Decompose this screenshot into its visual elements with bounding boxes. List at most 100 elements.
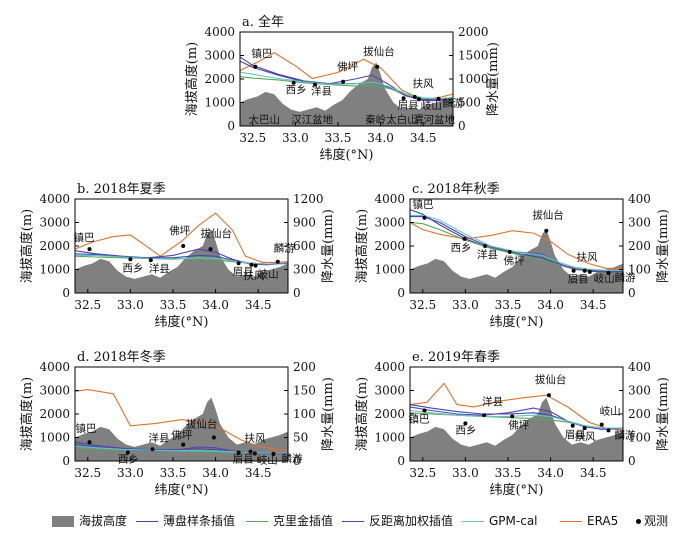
panel-4-ytick-left-label-3: 3000 <box>39 384 70 398</box>
panel-5-observation-3-label: 佛坪 <box>508 418 529 431</box>
panel-5-observation-2-dot <box>482 413 487 418</box>
panel-5-observation-1-label: 西乡 <box>455 424 476 436</box>
panel-4-ytick-right-label-4: 200 <box>293 360 316 374</box>
panel-4-xtick-label-0: 32.5 <box>74 466 101 480</box>
panel-1-observation-4-label: 拔仙台 <box>363 45 395 58</box>
panel-1-xtick-label-2: 33.5 <box>325 131 352 145</box>
panel-1-observation-2-dot <box>313 82 317 87</box>
panel-5-ytick-right-label-1: 100 <box>628 431 651 445</box>
panel-4-observation-3-label: 佛坪 <box>171 429 192 442</box>
legend-elevation: 海拔高度 <box>52 510 127 532</box>
panel-1-ytick-right-label-2: 1000 <box>458 72 489 86</box>
panel-2-observation-5-dot <box>236 261 241 266</box>
legend-idw-swatch <box>342 521 364 522</box>
legend-kriging-label: 克里金插值 <box>273 514 334 528</box>
panel-3-elevation-area <box>410 229 623 293</box>
panel-1-title: a. 全年 <box>242 14 284 30</box>
panel-3-observation-5-dot <box>571 268 576 273</box>
panel-4-xtick-label-4: 34.5 <box>245 466 272 480</box>
panel-4-series-0-line <box>74 389 289 452</box>
panel-1-series-3-line <box>239 60 454 102</box>
panel-5-title: e. 2019年春季 <box>412 350 500 365</box>
panel-5-ytick-left-label-3: 3000 <box>374 384 405 398</box>
panel-1-observation-5-dot <box>401 96 406 101</box>
panel-3-ytick-left-label-2: 2000 <box>374 239 405 253</box>
panel-5-xtick-label-0: 32.5 <box>409 466 436 480</box>
panel-1-observation-6-label: 扶风 <box>413 77 434 90</box>
panel-1-observation-7-label: 岐山 <box>421 99 442 112</box>
panel-2-ytick-left-label-4: 4000 <box>39 192 70 206</box>
panel-1-observation-3-dot <box>341 79 346 84</box>
panel-2-observation-8-label: 麟游 <box>274 242 295 255</box>
panel-5-ytick-left-label-1: 1000 <box>374 431 405 445</box>
panel-2-xtick-label-3: 34.0 <box>202 298 229 312</box>
legend-spline-swatch <box>136 521 158 522</box>
panel-4-ytick-right-label-0: 0 <box>293 454 301 468</box>
panel-5-observation-7-dot <box>599 422 604 427</box>
panel-3-observation-7-label: 岐山 <box>594 272 615 285</box>
panel-5-observation-8-label: 麟游 <box>615 428 636 441</box>
panel-4-ytick-right-label-2: 100 <box>293 407 316 421</box>
panel-4-title: d. 2018年冬季 <box>77 349 166 365</box>
panel-3-ytick-left-label-1: 1000 <box>374 263 405 277</box>
panel-5-observation-5-label: 眉县 <box>565 429 586 441</box>
panel-3-observation-5-label: 眉县 <box>568 274 589 286</box>
panel-1-xtick-label-0: 32.5 <box>239 131 266 145</box>
panel-2-observation-6-dot <box>249 262 254 267</box>
legend-era5-swatch <box>560 521 582 522</box>
panel-2-observation-0-label: 镇巴 <box>73 231 94 244</box>
panel-2-series-0-line <box>74 212 289 263</box>
panel-3-ytick-left-label-3: 3000 <box>374 216 405 230</box>
panel-3-ytick-left-label-4: 4000 <box>374 192 405 206</box>
panel-4-observation-8-label: 麟游 <box>282 452 303 465</box>
panel-1-observation-0-dot <box>253 64 258 69</box>
panel-4-ytick-left-label-0: 0 <box>62 454 70 468</box>
panel-2-observation-3-dot <box>181 244 186 248</box>
panel-4-xlabel: 纬度(°N) <box>154 482 208 498</box>
panel-1-observation-4-dot <box>375 64 380 69</box>
panel-2-observation-1-label: 西乡 <box>122 262 143 274</box>
panel-2-ylabel-right: 降水量(mm) <box>321 209 336 283</box>
panel-5-observation-6-dot <box>582 426 587 431</box>
panel-1-observation-1-dot <box>291 80 296 85</box>
panel-4-observation-6-dot <box>248 449 253 454</box>
panel-3-observation-7-dot <box>587 269 592 274</box>
panel-3-observation-1-label: 西乡 <box>451 242 472 254</box>
panel-2-xtick-label-0: 32.5 <box>74 298 101 312</box>
panel-4-elevation-area <box>75 397 288 461</box>
panel-3-ytick-right-label-3: 300 <box>628 216 651 230</box>
legend-observation-dot <box>636 519 641 524</box>
panel-1-ytick-right-label-1: 500 <box>458 96 481 110</box>
panel-3-observation-2-dot <box>483 244 487 248</box>
panel-4-observation-2-label: 洋县 <box>149 431 170 444</box>
panel-2-series-4-line <box>75 254 288 265</box>
panel-1-terrain-label-1: 汉江盆地 <box>291 113 333 126</box>
panel-1-observation-7-dot <box>416 97 421 102</box>
panel-1-terrain-label-2: 秦岭太白山 <box>365 113 418 126</box>
panel-2-xtick-label-2: 33.5 <box>160 298 187 312</box>
legend-gpm-swatch <box>462 521 484 522</box>
panel-1-observation-6-dot <box>412 94 417 99</box>
panel-2-ytick-left-label-1: 1000 <box>39 263 70 277</box>
panel-3-series-3-line <box>410 216 624 273</box>
panel-3-ytick-right-label-0: 0 <box>628 286 636 300</box>
panel-2-ytick-right-label-4: 1200 <box>293 192 324 206</box>
panel-3-xtick-label-3: 34.0 <box>537 298 564 312</box>
panel-4-xtick-label-2: 33.5 <box>160 466 187 480</box>
panel-2-ylabel-left: 海拔高度(m) <box>19 209 35 283</box>
panel-2-elevation-area <box>75 229 288 293</box>
panel-5-ytick-right-label-3: 300 <box>628 384 651 398</box>
panel-4-observation-0-dot <box>87 440 92 445</box>
panel-3-observation-8-label: 麟游 <box>615 271 636 284</box>
legend-kriging-swatch <box>246 521 268 522</box>
panel-2-observation-7-dot <box>253 263 258 268</box>
panel-4-ytick-left-label-2: 2000 <box>39 407 70 421</box>
panel-2-ytick-right-label-3: 900 <box>293 216 316 230</box>
panel-1-ytick-left-label-4: 4000 <box>204 25 235 39</box>
legend-idw: 反距离加权插值 <box>342 510 453 532</box>
panel-2-observation-3-label: 佛坪 <box>169 224 190 237</box>
panel-4-ytick-left-label-1: 1000 <box>39 431 70 445</box>
panel-1-terrain-label-3: 渭河盆地 <box>413 113 455 126</box>
panel-2-observation-7-label: 岐山 <box>258 268 279 281</box>
